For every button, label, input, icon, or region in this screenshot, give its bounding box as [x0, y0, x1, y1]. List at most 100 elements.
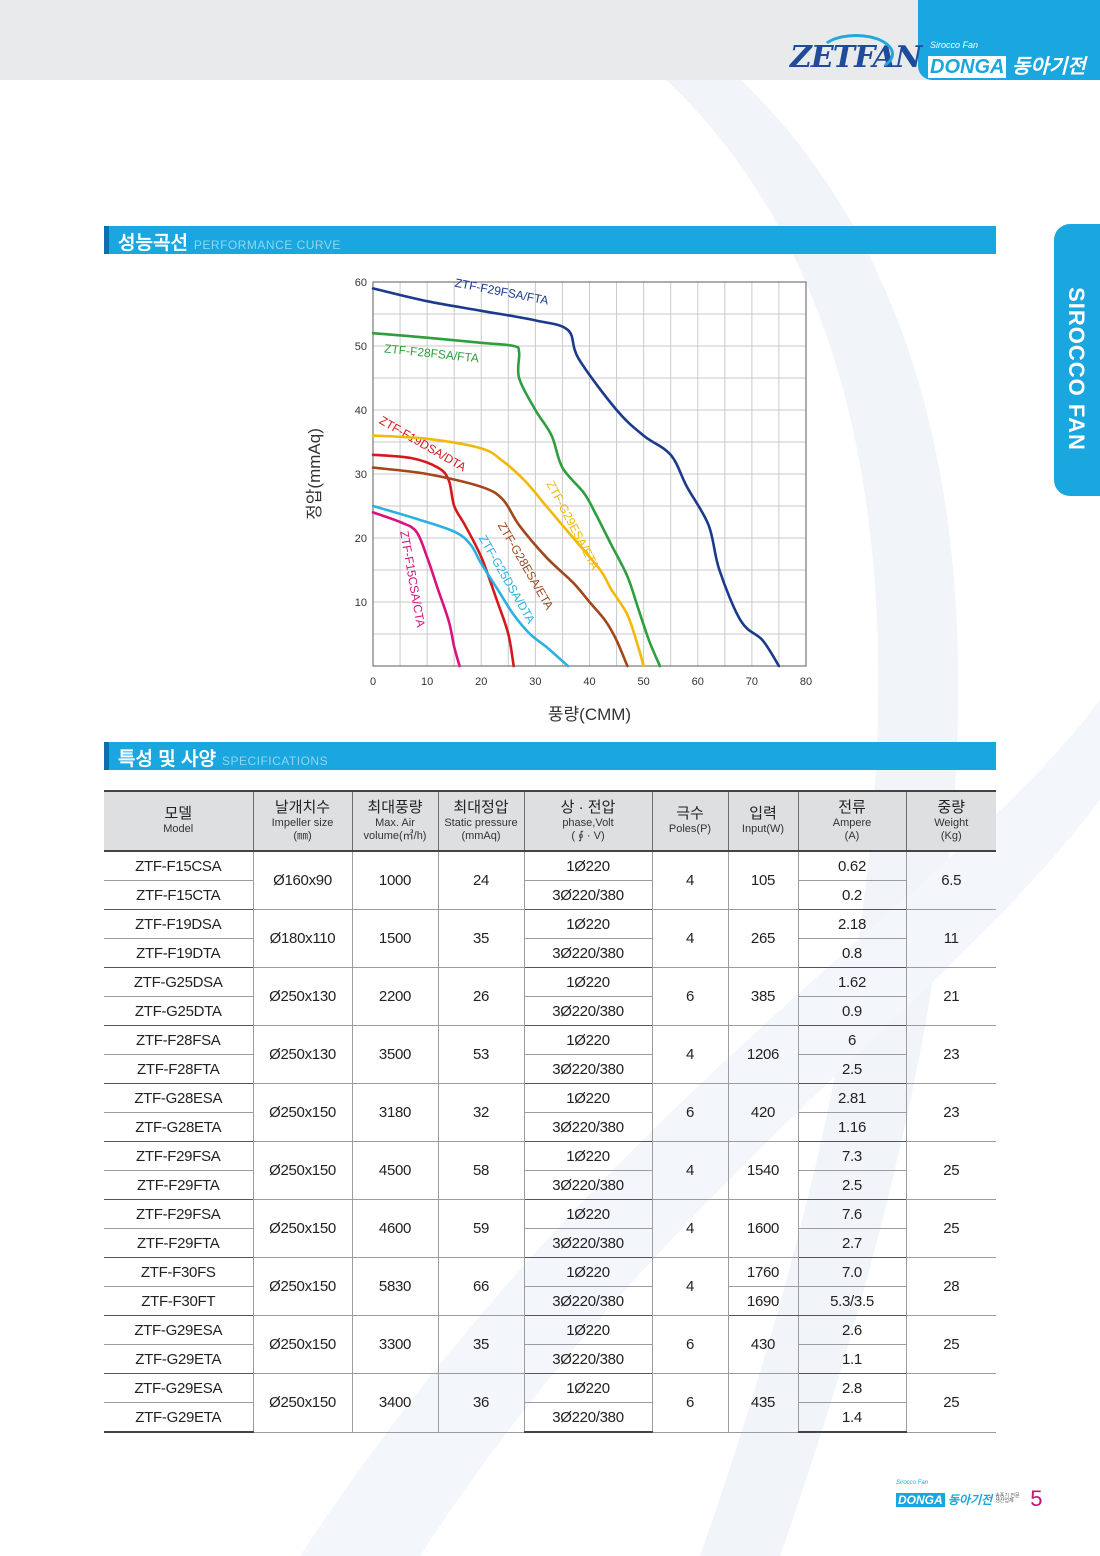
phase-cell: 3Ø220/380 [523, 996, 653, 1026]
ampere-cell: 2.7 [797, 1228, 906, 1258]
air-volume-cell: 2200 [351, 967, 439, 1026]
series-line [371, 331, 662, 668]
y-tick-label: 20 [355, 533, 367, 545]
performance-chart: 0 10 20 30 40 50 60 70 80 10 20 30 40 50 60 풍량(CMM) 정압(m… [305, 276, 812, 724]
table-row: ZTF-G29ESA Ø250x150 3400 36 1Ø220 6 435 2.8 25 [104, 1373, 996, 1433]
poles-cell: 4 [651, 1257, 729, 1316]
x-tick-label: 20 [475, 676, 487, 688]
air-volume-cell: 3300 [351, 1315, 439, 1374]
table-row: ZTF-G28ETA 3Ø220/380 1.16 [104, 1112, 996, 1142]
series-label: ZTF-F28FSA/FTA [384, 341, 480, 365]
weight-cell: 23 [905, 1083, 996, 1142]
poles-cell: 4 [651, 1025, 729, 1084]
pressure-cell: 53 [437, 1025, 525, 1084]
series-label: ZTF-F29FSA/FTA [454, 276, 550, 308]
weight-cell: 11 [905, 909, 996, 968]
air-volume-cell: 3500 [351, 1025, 439, 1084]
table-row: ZTF-G28ESA Ø250x150 3180 32 1Ø220 6 420 2.81 23 [104, 1083, 996, 1142]
ampere-cell: 0.8 [797, 938, 906, 968]
input-cell: 105 [727, 850, 799, 910]
pressure-cell: 59 [437, 1199, 525, 1258]
phase-cell: 1Ø220 [523, 1199, 653, 1229]
specifications-table: 모델 Model 날개치수 Impeller size (㎜) 최대풍량 Max. Air v… [104, 790, 996, 1433]
ampere-cell: 0.62 [797, 850, 907, 881]
air-volume-cell: 5830 [351, 1257, 439, 1316]
table-row: ZTF-F19DTA 3Ø220/380 0.8 [104, 938, 996, 968]
impeller-cell: Ø250x150 [252, 1257, 353, 1316]
phase-cell: 3Ø220/380 [523, 938, 653, 968]
table-row: ZTF-G29ESA Ø250x150 3300 35 1Ø220 6 430 2.6 25 [104, 1315, 996, 1374]
series-line [371, 466, 629, 668]
pressure-cell: 32 [437, 1083, 525, 1142]
input-cell: 1540 [727, 1141, 799, 1200]
pressure-cell: 26 [437, 967, 525, 1026]
impeller-cell: Ø250x130 [252, 1025, 353, 1084]
series-line [371, 434, 645, 668]
poles-cell: 4 [651, 1141, 729, 1200]
column-header: 상 · 전압 phase,Volt( ∮ · V) [523, 790, 653, 852]
x-tick-label: 60 [692, 676, 704, 688]
table-row: ZTF-G25DSA Ø250x130 2200 26 1Ø220 6 385 1.62 21 [104, 967, 996, 1026]
series-line [371, 504, 570, 668]
poles-cell: 4 [651, 850, 729, 910]
air-volume-cell: 1000 [351, 850, 439, 910]
ampere-cell: 1.62 [797, 967, 907, 997]
ampere-cell: 7.6 [797, 1199, 907, 1229]
table-row: ZTF-F29FSA Ø250x150 4500 58 1Ø220 4 1540 7.3 25 [104, 1141, 996, 1200]
table-row: ZTF-F29FSA Ø250x150 4600 59 1Ø220 4 1600 7.6 25 [104, 1199, 996, 1258]
phase-cell: 3Ø220/380 [523, 1344, 653, 1374]
x-tick-label: 10 [421, 676, 433, 688]
model-cell: ZTF-F29FTA [104, 1228, 254, 1258]
table-row: ZTF-F30FS Ø250x150 5830 66 1Ø220 4 1760 7.0 28 [104, 1257, 996, 1316]
column-header: 입력 Input(W) [727, 790, 799, 852]
column-header: 날개치수 Impeller size (㎜) [252, 790, 353, 852]
ampere-cell: 2.5 [797, 1054, 906, 1084]
model-cell: ZTF-G28ESA [104, 1083, 254, 1113]
model-cell: ZTF-G25DSA [104, 967, 254, 997]
input-cell: 435 [727, 1373, 799, 1433]
ampere-cell: 0.2 [797, 880, 906, 910]
column-header: 모델 Model [104, 790, 254, 852]
column-header: 최대풍량 Max. Air volume(㎥/h) [351, 790, 439, 852]
brand-small: Sirocco Fan [930, 40, 979, 50]
model-cell: ZTF-G28ETA [104, 1112, 254, 1142]
y-tick-label: 30 [355, 469, 367, 481]
x-tick-label: 40 [583, 676, 595, 688]
poles-cell: 6 [651, 1373, 729, 1433]
input-cell: 430 [727, 1315, 799, 1374]
impeller-cell: Ø250x130 [252, 967, 353, 1026]
weight-cell: 28 [905, 1257, 996, 1316]
side-tab-label: SIROCCO FAN [1064, 287, 1089, 451]
pressure-cell: 35 [437, 909, 525, 968]
poles-cell: 4 [651, 909, 729, 968]
phase-cell: 3Ø220/380 [523, 1402, 653, 1433]
poles-cell: 6 [651, 1083, 729, 1142]
series-label: ZTF-G29ESA/ETA [544, 478, 603, 572]
y-tick-label: 10 [355, 597, 367, 609]
column-header: 전류 Ampere (A) [797, 790, 907, 852]
section-title-ko: 특성 및 사양 [118, 749, 216, 770]
ampere-cell: 2.81 [797, 1083, 907, 1113]
zetfan-logo: ZETFAN [790, 34, 922, 75]
air-volume-cell: 1500 [351, 909, 439, 968]
air-volume-cell: 3400 [351, 1373, 439, 1433]
column-header: 극수 Poles(P) [651, 790, 729, 852]
pressure-cell: 36 [437, 1373, 525, 1433]
ampere-cell: 2.18 [797, 909, 907, 939]
y-axis-label: 정압(mmAq) [305, 428, 324, 520]
ampere-cell: 2.8 [797, 1373, 907, 1403]
model-cell: ZTF-F29FSA [104, 1141, 254, 1171]
input-cell: 1600 [727, 1199, 799, 1258]
column-header: 중량 Weight (Kg) [905, 790, 996, 852]
plot-frame [372, 281, 807, 667]
series-line [371, 511, 461, 668]
model-cell: ZTF-F30FS [104, 1257, 254, 1287]
ampere-cell: 7.0 [797, 1257, 907, 1287]
table-row: ZTF-F15CTA 3Ø220/380 0.2 [104, 880, 996, 910]
input-cell: 420 [727, 1083, 799, 1142]
model-cell: ZTF-G29ETA [104, 1402, 254, 1433]
model-cell: ZTF-F15CTA [104, 880, 254, 910]
y-tick-label: 60 [355, 277, 367, 289]
model-cell: ZTF-G29ESA [104, 1373, 254, 1403]
ampere-cell: 7.3 [797, 1141, 907, 1171]
